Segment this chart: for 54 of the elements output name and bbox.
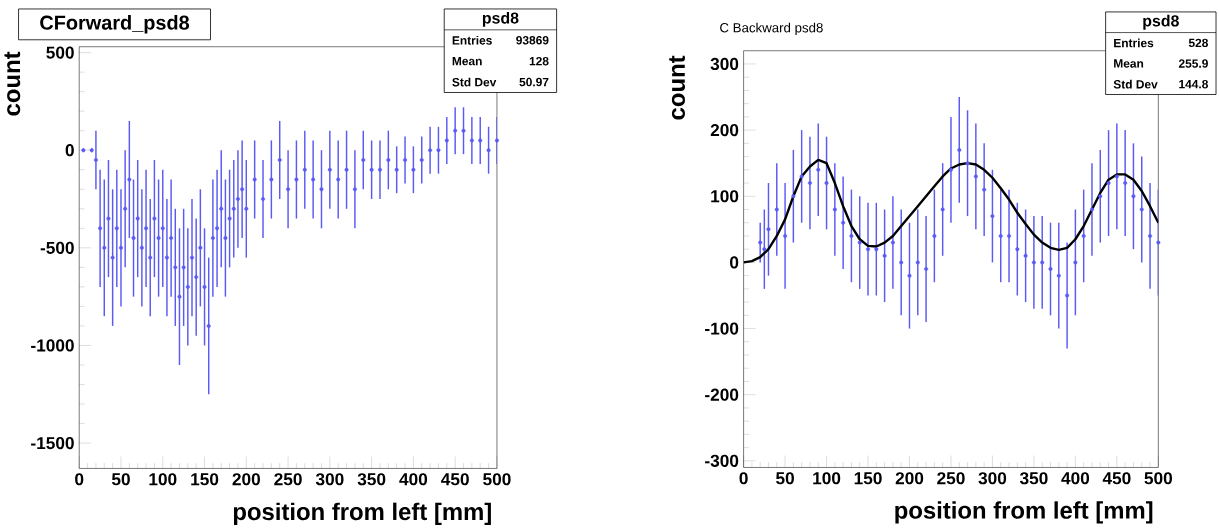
x-tick-label: 300 [978, 471, 1007, 485]
text: 93869 [516, 35, 549, 45]
y-axis-title: count [4, 51, 21, 116]
text: 144.8 [1179, 79, 1208, 89]
text: 128 [529, 56, 549, 66]
text: 255.9 [1178, 59, 1208, 68]
text: 528 [1188, 38, 1208, 47]
x-tick-label: 450 [441, 472, 469, 486]
x-tick-label: 400 [399, 472, 428, 486]
x-tick-label: 50 [776, 471, 794, 485]
x-axis-title: position from left [mm] [233, 502, 491, 525]
y-tick-label: -300 [705, 454, 739, 467]
x-tick-label: 300 [315, 472, 344, 486]
x-tick-label: 500 [1144, 471, 1172, 485]
y-tick-label: -500 [40, 241, 74, 254]
x-tick-label: 200 [895, 471, 924, 485]
x-tick-label: 150 [854, 471, 882, 485]
x-tick-label: 0 [739, 471, 748, 485]
y-tick-label: 0 [65, 143, 74, 157]
x-tick-label: 100 [813, 471, 841, 485]
x-tick-label: 350 [1019, 471, 1048, 485]
x-tick-label: 50 [111, 472, 130, 486]
x-tick-label: 0 [75, 472, 84, 486]
x-tick-label: 450 [1102, 471, 1131, 485]
y-tick-label: 0 [730, 256, 739, 269]
x-axis-title: position from left [mm] [895, 501, 1153, 524]
x-tick-label: 100 [149, 472, 177, 486]
text: Entries [1114, 38, 1154, 48]
chart-title: CForward_psd8 [40, 14, 190, 34]
text: Entries [452, 35, 492, 45]
text: psd8 [1143, 14, 1179, 30]
chart-title: C Backward psd8 [720, 22, 823, 35]
text: 50.97 [519, 77, 549, 87]
annotation: Mean [1114, 59, 1144, 68]
text: psd8 [482, 11, 519, 27]
y-tick-label: 500 [46, 46, 74, 59]
x-tick-label: 350 [357, 472, 386, 486]
annotation: Mean [452, 56, 482, 66]
x-tick-label: 500 [483, 472, 511, 486]
y-tick-label: 100 [711, 189, 739, 203]
x-tick-label: 250 [274, 472, 302, 486]
y-tick-label: -100 [705, 322, 739, 335]
y-axis-title: count [669, 55, 685, 120]
y-tick-label: 300 [710, 57, 739, 70]
x-tick-label: 400 [1061, 471, 1090, 485]
x-tick-label: 150 [191, 472, 219, 486]
y-tick-label: -200 [705, 388, 739, 401]
x-tick-label: 250 [937, 471, 965, 485]
y-tick-label: -1000 [31, 339, 74, 352]
annotation: Std Dev [1113, 79, 1158, 89]
y-tick-label: -1500 [31, 436, 74, 450]
y-tick-label: 200 [710, 123, 739, 137]
x-tick-label: 200 [232, 472, 260, 486]
annotation: Std Dev [452, 77, 497, 87]
